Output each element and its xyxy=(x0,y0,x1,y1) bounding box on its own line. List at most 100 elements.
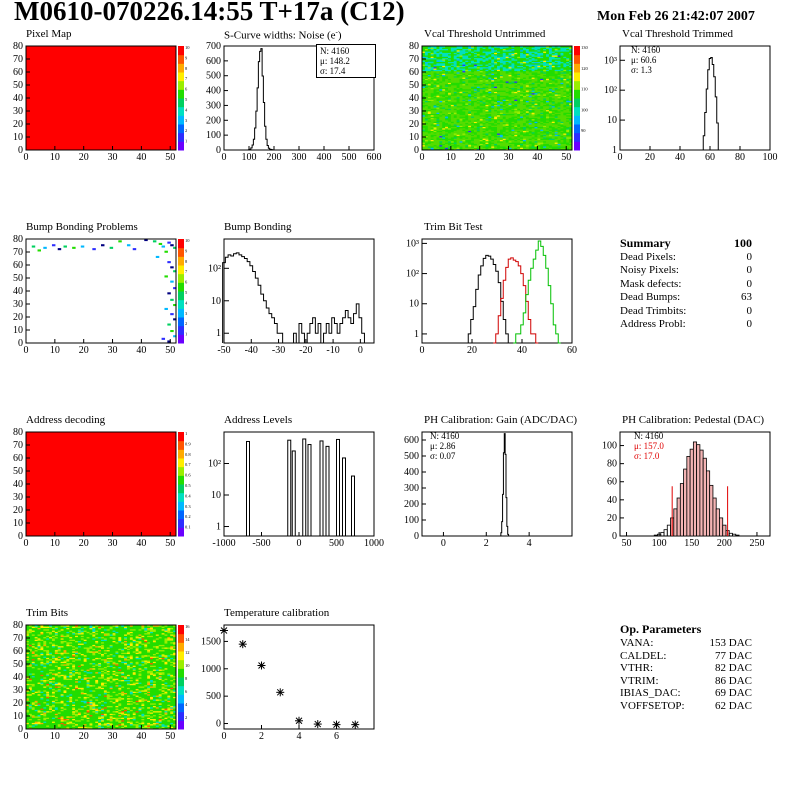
y-tick-label: 0 xyxy=(216,145,221,156)
heatmap-cell xyxy=(64,246,67,248)
y-tick-label: 80 xyxy=(13,234,23,245)
y-tick-label: 0 xyxy=(18,145,23,156)
palette-cell xyxy=(574,46,580,55)
x-tick-label: 0 xyxy=(420,152,425,163)
x-tick-label: 10 xyxy=(446,152,456,163)
summary-table: Summary 100 Dead Pixels:0 Noisy Pixels:0… xyxy=(620,236,752,331)
summary-label: Dead Bumps: xyxy=(620,291,680,304)
palette-label: 5 xyxy=(185,97,188,102)
bar xyxy=(292,451,295,536)
x-tick-label: -1000 xyxy=(212,538,235,549)
y-tick-label: 10³ xyxy=(406,238,419,249)
y-tick-label: 200 xyxy=(206,115,221,126)
x-tick-label: 80 xyxy=(735,152,745,163)
stats-box: N: 4160 μ: 60.6 σ: 1.3 xyxy=(628,44,678,76)
x-tick-label: 40 xyxy=(136,345,146,356)
palette-label: 0.7 xyxy=(185,462,191,467)
palette-label: 2 xyxy=(185,321,187,326)
stat-sigma: σ: 17.4 xyxy=(320,66,372,76)
palette-label: 6 xyxy=(185,280,188,285)
y-tick-label: 60 xyxy=(607,477,617,488)
y-tick-label: 1 xyxy=(216,328,221,339)
palette-cell xyxy=(178,124,184,133)
x-tick-label: 30 xyxy=(108,538,118,549)
palette-label: 3 xyxy=(185,118,188,123)
bar xyxy=(723,525,726,536)
palette-label: 0.2 xyxy=(185,514,191,519)
y-tick-label: 50 xyxy=(13,80,23,91)
palette-cell xyxy=(574,81,580,90)
histogram-series xyxy=(702,57,720,150)
bar xyxy=(680,484,683,536)
y-tick-label: 1 xyxy=(612,145,617,156)
y-tick-label: 40 xyxy=(13,93,23,104)
x-tick-label: 40 xyxy=(675,152,685,163)
palette-cell xyxy=(574,55,580,64)
stat-sigma: σ: 17.0 xyxy=(634,451,676,461)
x-tick-label: 0 xyxy=(222,152,227,163)
heatmap-fill xyxy=(26,46,176,150)
bar xyxy=(343,458,346,536)
heatmap-cell xyxy=(156,256,159,258)
palette-label: 5 xyxy=(185,290,188,295)
x-tick-label: 50 xyxy=(622,538,632,549)
palette-label: 0.1 xyxy=(185,525,191,530)
y-tick-label: 10³ xyxy=(604,55,617,66)
palette-label: 130 xyxy=(581,45,589,50)
summary-row: Dead Bumps:63 xyxy=(620,291,752,304)
heatmap-cell xyxy=(32,246,35,248)
y-tick-label: 10 xyxy=(13,132,23,143)
palette-cell xyxy=(574,124,580,133)
summary-title: Summary xyxy=(620,236,671,251)
x-tick-label: 150 xyxy=(684,538,699,549)
histogram-series xyxy=(501,434,509,536)
palette-cell xyxy=(178,484,184,493)
palette-cell xyxy=(178,475,184,484)
heatmap-cell xyxy=(170,281,173,283)
y-tick-label: 40 xyxy=(409,93,419,104)
x-tick-label: 30 xyxy=(108,152,118,163)
y-tick-label: 10 xyxy=(409,132,419,143)
heatmap-cell xyxy=(52,244,55,246)
x-tick-label: 0 xyxy=(420,345,425,356)
heatmap-cell xyxy=(101,244,104,246)
palette-cell xyxy=(178,282,184,291)
y-tick-label: 0 xyxy=(18,338,23,349)
palette-label: 10 xyxy=(185,238,190,243)
y-tick-label: 50 xyxy=(409,80,419,91)
palette-cell xyxy=(178,308,184,317)
heatmap-cell xyxy=(164,275,167,277)
palette-cell xyxy=(178,274,184,283)
y-tick-label: 100 xyxy=(602,441,617,452)
x-tick-label: 100 xyxy=(242,152,257,163)
palette-cell xyxy=(574,98,580,107)
y-tick-label: 300 xyxy=(206,100,221,111)
y-tick-label: 70 xyxy=(13,247,23,258)
y-tick-label: 70 xyxy=(409,54,419,65)
bar xyxy=(697,445,700,536)
bar xyxy=(706,471,709,536)
palette-label: 10 xyxy=(185,45,190,50)
palette-cell xyxy=(178,467,184,476)
heatmap-cell xyxy=(127,244,130,246)
x-tick-label: 20 xyxy=(475,152,485,163)
y-tick-label: 50 xyxy=(13,273,23,284)
palette-cell xyxy=(178,141,184,150)
summary-row: Address Probl:0 xyxy=(620,318,752,331)
y-tick-label: 10 xyxy=(13,518,23,529)
palette-cell xyxy=(178,63,184,72)
palette-cell xyxy=(178,98,184,107)
palette-label: 1 xyxy=(185,332,187,337)
palette-cell xyxy=(574,107,580,116)
palette-label: 0.8 xyxy=(185,452,191,457)
palette-label: 110 xyxy=(581,87,588,92)
